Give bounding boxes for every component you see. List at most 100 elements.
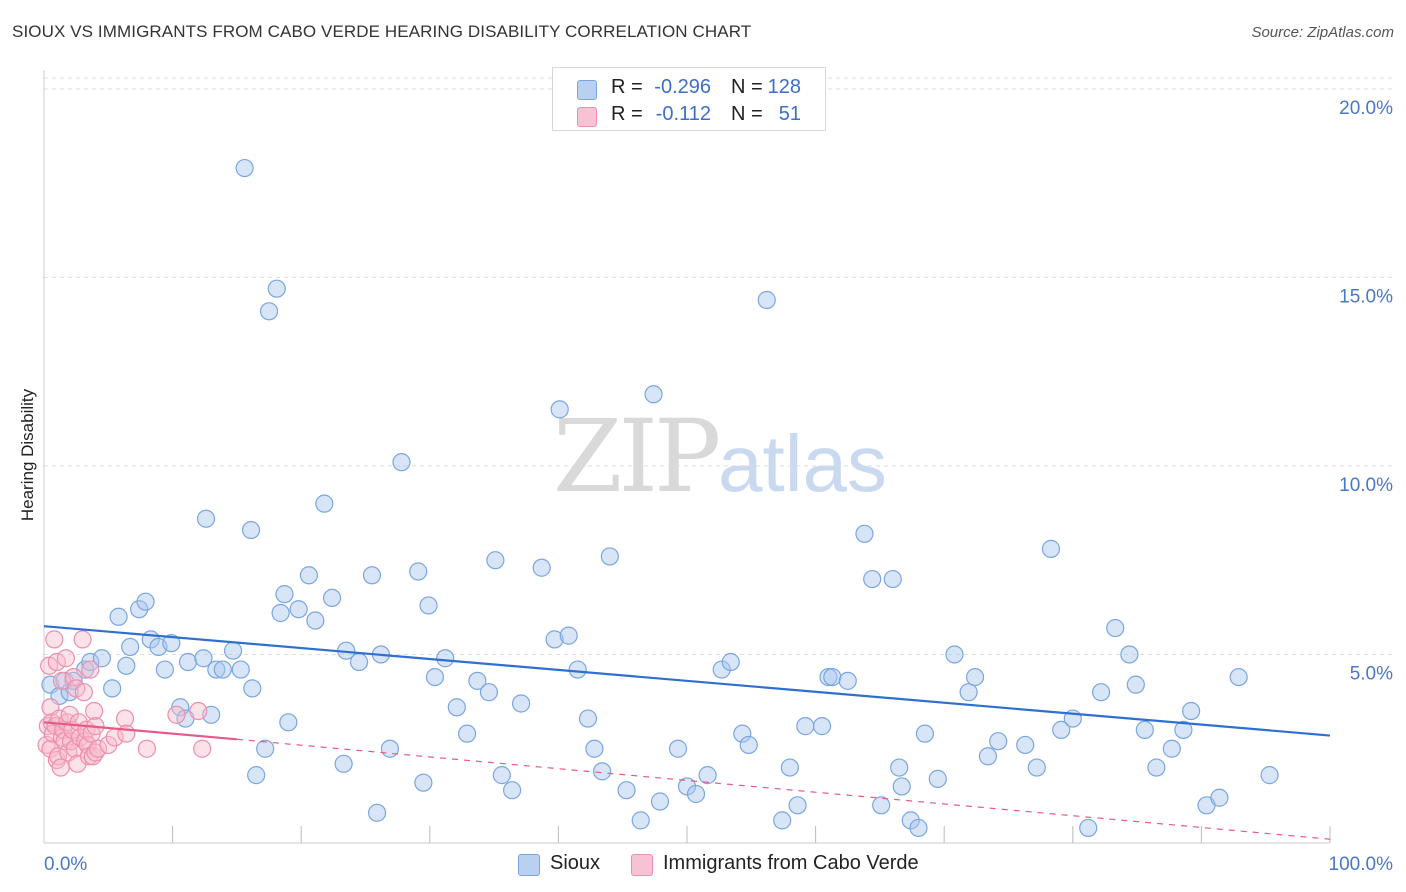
sioux-point <box>362 566 382 585</box>
watermark-zip: ZIP <box>553 398 721 515</box>
legend-swatch-pink <box>577 107 597 127</box>
sioux-point <box>425 667 445 687</box>
cabo-verde-point <box>51 758 70 777</box>
sioux-point <box>512 694 531 713</box>
cabo-verde-point <box>74 683 93 702</box>
sioux-point <box>855 524 874 543</box>
sioux-point <box>349 652 369 672</box>
cabo-verde-point <box>49 747 68 766</box>
legend-row-sioux: R = -0.296 N = 128 <box>553 76 825 102</box>
sioux-point <box>838 671 857 690</box>
cabo-verde-point <box>47 652 66 672</box>
gridlines <box>43 77 1395 843</box>
sioux-point <box>275 585 294 604</box>
chart-title: SIOUX VS IMMIGRANTS FROM CABO VERDE HEAR… <box>12 22 752 41</box>
legend-row-cabo-verde: R = -0.112 N = 51 <box>553 103 825 129</box>
sioux-point <box>392 453 411 472</box>
cabo-verde-point <box>81 660 100 679</box>
sioux-point <box>945 645 964 664</box>
sioux-point <box>289 600 308 619</box>
sioux-point <box>322 588 342 608</box>
cabo-verde-point <box>137 739 156 758</box>
sioux-point <box>1041 539 1061 558</box>
sioux-point <box>267 279 286 298</box>
legend-n-value: 51 <box>778 103 801 125</box>
sioux-point <box>241 520 261 540</box>
watermark-atlas: atlas <box>718 419 887 508</box>
sioux-point <box>1135 720 1154 739</box>
sioux-point <box>568 660 587 679</box>
tick-labels: 0.0% 100.0% 5.0% 10.0% 15.0% 20.0% <box>44 98 1393 875</box>
sioux-point <box>559 626 578 645</box>
sioux-point <box>196 509 216 528</box>
trend-lines <box>43 625 1331 840</box>
cabo-verde-trend-line <box>43 721 237 741</box>
sioux-point <box>419 596 438 615</box>
sioux-point <box>545 630 564 649</box>
sioux-point <box>773 811 792 830</box>
sioux-point <box>686 784 706 804</box>
cabo-verde-point <box>41 739 60 758</box>
sioux-point <box>247 766 266 785</box>
legend-label-cabo-verde: Immigrants from Cabo Verde <box>663 852 919 874</box>
sioux-point <box>928 769 947 788</box>
sioux-point <box>909 818 928 838</box>
sioux-point <box>890 758 909 777</box>
sioux-point <box>479 683 499 702</box>
legend-swatch-blue <box>518 854 540 876</box>
sioux-point <box>457 724 477 743</box>
sioux-point <box>299 566 319 585</box>
y-tick-label: 20.0% <box>1339 98 1393 119</box>
sioux-point <box>978 747 998 766</box>
sioux-point <box>194 649 213 668</box>
sioux-point <box>279 713 298 732</box>
sioux-point <box>213 660 232 679</box>
sioux-point <box>503 781 522 800</box>
sioux-point <box>155 660 174 679</box>
sioux-point <box>617 781 636 800</box>
y-tick-label: 10.0% <box>1339 475 1393 496</box>
sioux-point <box>1126 675 1145 694</box>
sioux-point <box>901 811 920 830</box>
sioux-point <box>92 649 111 668</box>
sioux-point <box>243 679 262 698</box>
legend-r-label: R = <box>611 76 643 98</box>
legend-label-sioux: Sioux <box>550 852 601 874</box>
sioux-point <box>631 811 650 830</box>
cabo-verde-point <box>64 667 83 687</box>
legend-swatch-blue <box>577 80 597 100</box>
sioux-point <box>136 592 155 611</box>
sioux-point <box>1162 739 1181 758</box>
cabo-verde-point <box>99 735 118 755</box>
sioux-point <box>600 547 619 566</box>
sioux-point <box>207 660 226 679</box>
cabo-verde-point <box>73 630 92 649</box>
sioux-point <box>819 667 838 687</box>
legend-r-value: -0.112 <box>655 103 711 125</box>
sioux-point <box>757 290 776 310</box>
sioux-point <box>578 709 598 728</box>
sioux-point <box>223 641 243 660</box>
y-tick-label: 15.0% <box>1339 286 1393 307</box>
sioux-point <box>1027 758 1046 777</box>
sioux-point <box>1016 735 1035 755</box>
legend-n-value: 128 <box>767 76 801 98</box>
sioux-point <box>650 792 670 811</box>
sioux-point <box>436 649 455 668</box>
sioux-point <box>231 660 250 679</box>
chart-source: Source: ZipAtlas.com <box>1251 24 1394 41</box>
sioux-point <box>256 739 275 758</box>
sioux-point <box>468 671 487 690</box>
sioux-point <box>733 724 752 743</box>
sioux-point <box>81 652 100 672</box>
sioux-point <box>863 569 882 589</box>
sioux-point <box>1147 758 1166 777</box>
legend-swatch-pink <box>631 854 653 876</box>
cabo-verde-point <box>117 724 136 743</box>
sioux-point <box>593 762 612 781</box>
cabo-verde-point <box>88 739 108 758</box>
cabo-verde-point <box>56 649 75 668</box>
sioux-point <box>271 603 290 623</box>
cabo-verde-point <box>189 701 208 721</box>
sioux-point <box>259 302 279 321</box>
